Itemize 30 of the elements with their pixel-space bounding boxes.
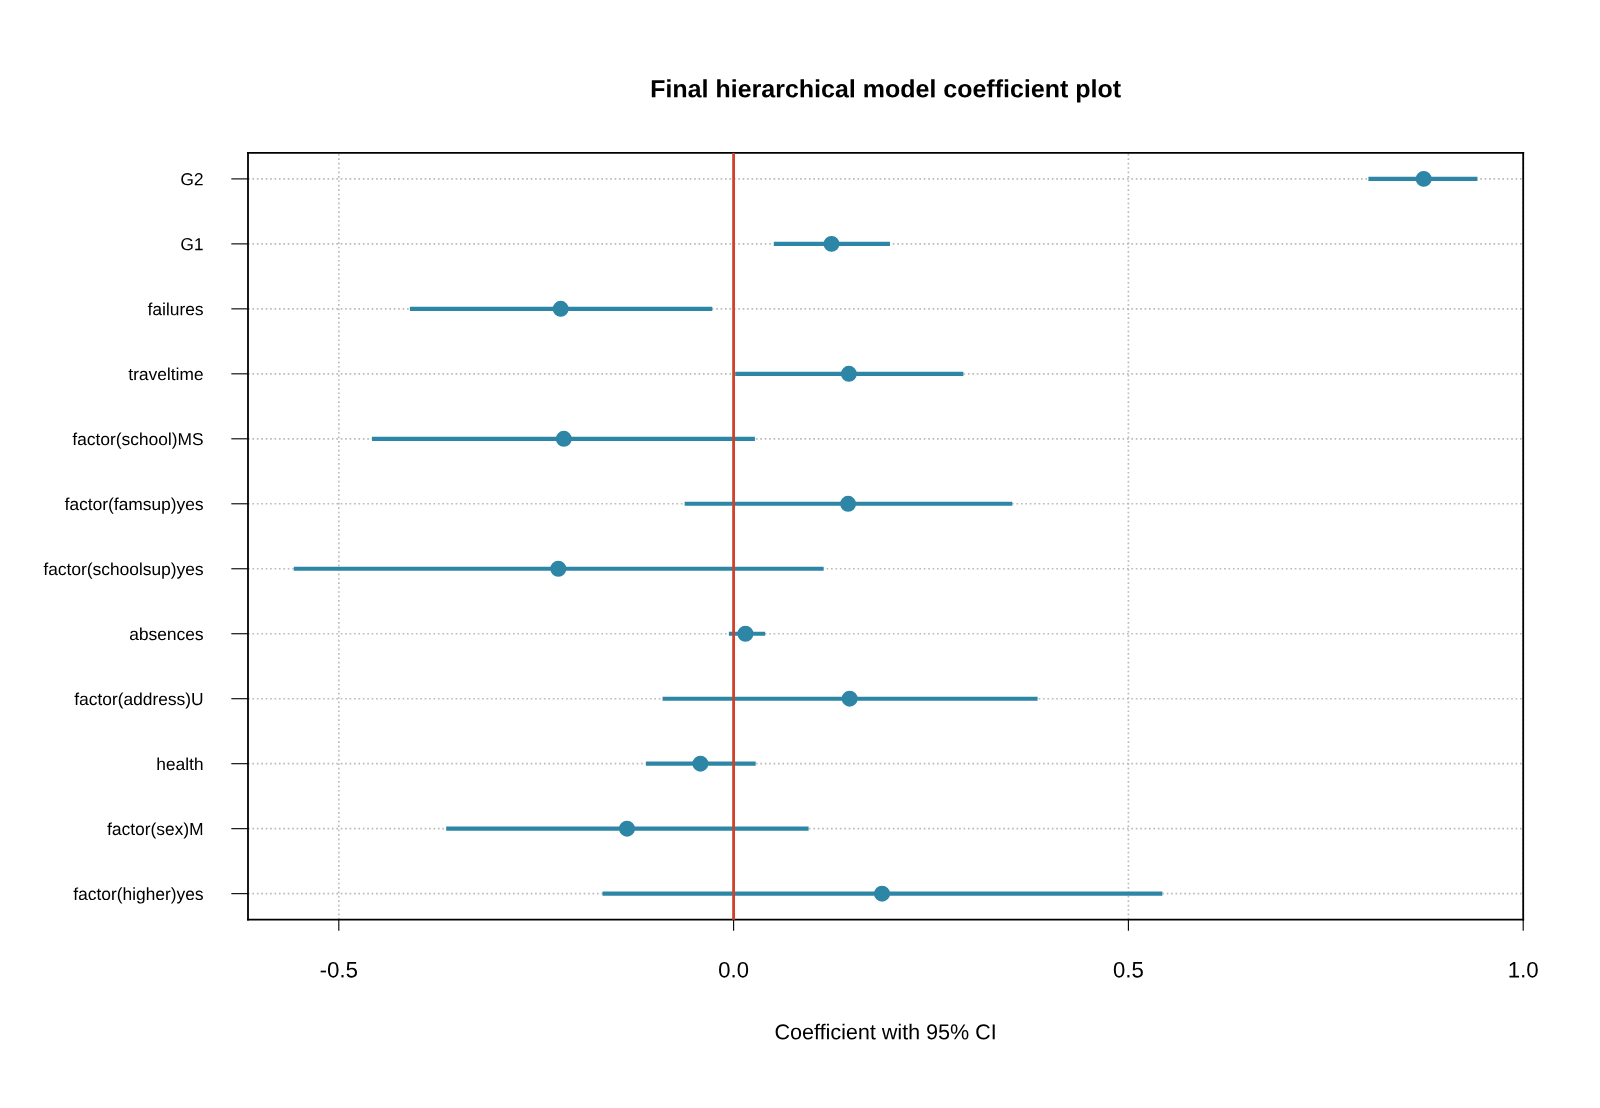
point [840, 365, 857, 382]
x-tick-label: 1.0 [1509, 961, 1538, 978]
y-tick-label: traveltime [128, 367, 203, 381]
point [737, 625, 754, 642]
chart-title: Final hierarchical model coefficient plot [651, 79, 1121, 103]
point [841, 690, 858, 707]
y-tick-label: factor(famsup)yes [64, 497, 203, 514]
point [823, 235, 840, 252]
y-tick-label: factor(school)MS [72, 432, 203, 449]
point [840, 495, 857, 512]
point [552, 300, 569, 317]
point [1415, 170, 1432, 187]
y-tick-label: G1 [181, 238, 203, 251]
point [619, 820, 635, 837]
point [550, 560, 567, 577]
y-tick-label: absences [129, 627, 203, 641]
point [692, 755, 709, 772]
y-tick-label: factor(address)U [74, 692, 203, 709]
y-tick-label: factor(schoolsup)yes [43, 562, 203, 579]
x-tick-label: -0.5 [320, 961, 358, 978]
y-tick-label: factor(sex)M [107, 822, 203, 839]
y-tick-label: factor(higher)yes [73, 887, 203, 904]
point [874, 885, 891, 902]
x-tick-label: 0.5 [1113, 961, 1143, 978]
point [555, 430, 572, 447]
x-tick-label: 0.0 [719, 961, 749, 978]
y-tick-label: G2 [181, 173, 203, 186]
x-axis-title: Coefficient with 95% CI [775, 1023, 995, 1040]
y-tick-label: health [157, 757, 203, 771]
y-tick-label: failures [147, 302, 203, 316]
